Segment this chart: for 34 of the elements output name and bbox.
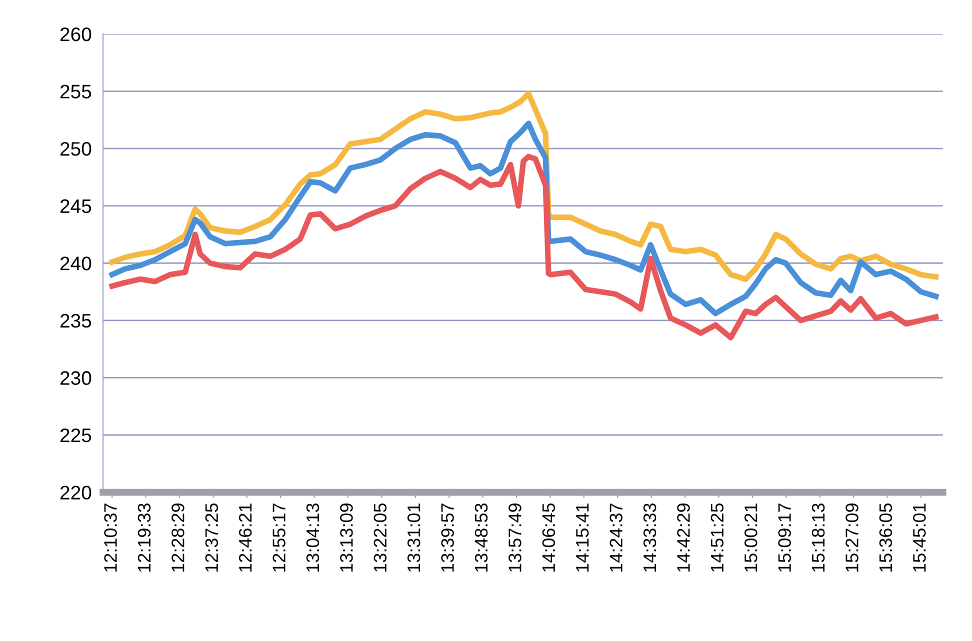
x-tick-label: 13:13:09 <box>340 504 353 572</box>
y-tick-label: 225 <box>60 428 92 442</box>
x-tick-label: 14:15:41 <box>576 504 589 572</box>
x-tick-label: 12:28:29 <box>172 504 184 572</box>
x-tick-label: 13:31:01 <box>407 504 420 572</box>
x-tick-label: 13:39:57 <box>441 504 454 572</box>
x-tick-label: 15:27:09 <box>846 504 858 572</box>
x-tick-label: 14:51:25 <box>710 503 724 572</box>
y-tick-label: 255 <box>60 84 92 98</box>
y-tick-label: 230 <box>60 371 92 385</box>
y-tick-label: 260 <box>60 27 92 42</box>
x-tick-label: 12:19:33 <box>138 503 151 572</box>
x-tick-label: 12:46:21 <box>238 504 252 572</box>
x-tick-label: 14:42:29 <box>677 504 690 572</box>
x-tick-label: 14:33:33 <box>643 503 656 572</box>
x-tick-label: 13:04:13 <box>306 503 320 572</box>
y-tick-label: 235 <box>60 314 92 328</box>
y-tick-label: 220 <box>60 486 92 500</box>
x-tick-label: 15:36:05 <box>879 503 892 572</box>
x-tick-label: 13:57:49 <box>508 504 522 572</box>
x-tick-label: 15:00:21 <box>744 504 758 572</box>
y-tick-label: 250 <box>60 142 92 156</box>
y-tick-label: 245 <box>60 199 92 214</box>
x-tick-label: 15:18:13 <box>812 503 825 572</box>
x-tick-label: 12:37:25 <box>205 503 218 572</box>
x-tick-label: 12:10:37 <box>104 504 117 572</box>
x-tick-label: 12:55:17 <box>272 504 286 572</box>
x-tick-label: 15:09:17 <box>778 504 791 572</box>
y-tick-label: 240 <box>60 256 92 270</box>
x-tick-label: 13:48:53 <box>474 503 488 572</box>
x-tick-label: 13:22:05 <box>374 503 387 572</box>
x-tick-label: 15:45:01 <box>913 504 926 572</box>
x-tick-label: 14:06:45 <box>542 503 556 572</box>
x-tick-label: 14:24:37 <box>610 504 622 572</box>
